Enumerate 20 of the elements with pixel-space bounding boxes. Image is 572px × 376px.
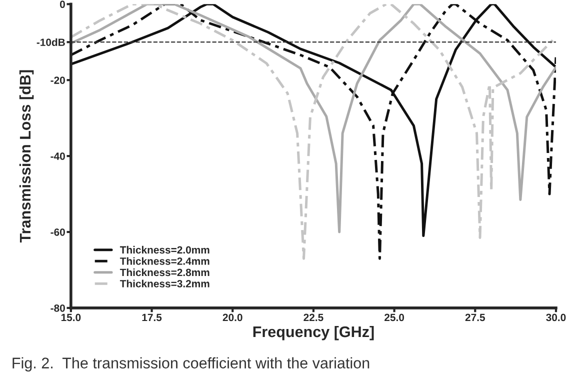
x-tick-label: 20.0 bbox=[222, 314, 242, 322]
y-tick-label: -80 bbox=[50, 304, 65, 312]
y-tick-label: -60 bbox=[50, 228, 65, 236]
caption: Fig. 2. The transmission coefficient with the variation bbox=[12, 357, 370, 372]
y-tick-label: -40 bbox=[50, 152, 65, 160]
y-tick-label: -10dB bbox=[36, 38, 65, 46]
legend-label: Thickness=3.2mm bbox=[120, 280, 210, 288]
y-axis-title: Transmission Loss [dB] bbox=[19, 70, 34, 242]
x-axis-title: Frequency [GHz] bbox=[253, 326, 374, 340]
x-tick-label: 22.5 bbox=[304, 314, 324, 322]
x-tick-label: 30.0 bbox=[546, 314, 566, 322]
x-tick-label: 25.0 bbox=[384, 314, 404, 322]
x-tick-label: 17.5 bbox=[142, 314, 162, 322]
y-tick-label: 0 bbox=[60, 0, 65, 8]
y-tick-label: -20 bbox=[50, 76, 65, 84]
legend-label: Thickness=2.4mm bbox=[120, 257, 210, 265]
x-tick-label: 27.5 bbox=[465, 314, 485, 322]
legend-label: Thickness=2.0mm bbox=[120, 246, 210, 254]
legend-label: Thickness=2.8mm bbox=[120, 268, 210, 276]
x-tick-label: 15.0 bbox=[61, 314, 81, 322]
